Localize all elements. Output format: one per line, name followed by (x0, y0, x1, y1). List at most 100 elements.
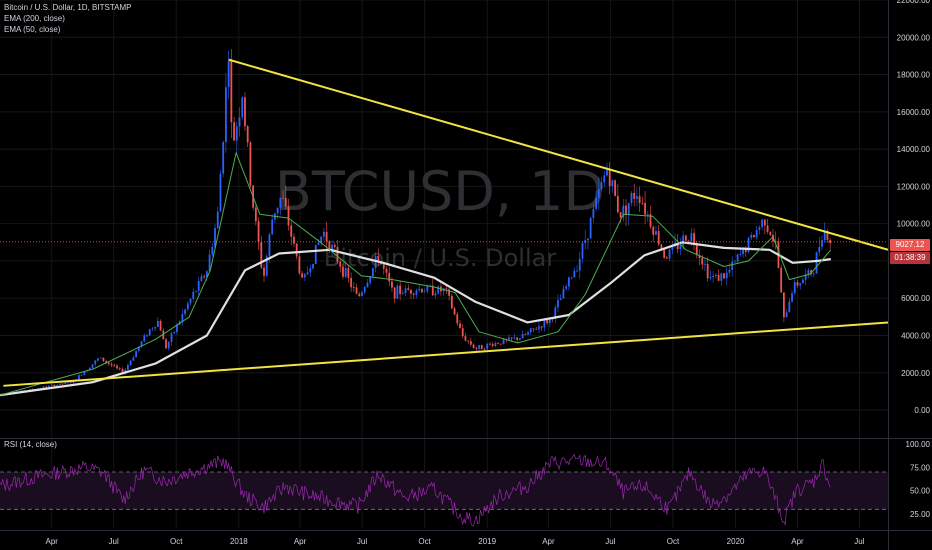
candle-body (290, 225, 293, 237)
candle-body (184, 309, 186, 315)
candle-body (344, 267, 347, 277)
candle-body (20, 390, 23, 392)
candle-body (203, 276, 206, 278)
watermark-name: Bitcoin / U.S. Dollar (324, 244, 557, 272)
candle-body (140, 341, 143, 347)
candle-body (608, 168, 611, 187)
candle-body (225, 87, 227, 143)
candle-body (527, 332, 529, 335)
candle-body (295, 243, 298, 257)
candle-body (200, 276, 203, 282)
candle-body (802, 279, 804, 284)
candle-body (587, 238, 589, 241)
candle-body (679, 245, 682, 250)
candle-body (499, 343, 502, 345)
candle-body (363, 287, 366, 293)
price-axis-label: 20000.00 (897, 33, 931, 42)
candle-body (91, 364, 94, 368)
ema200-line (0, 241, 831, 397)
candle-body (146, 335, 148, 337)
candle-body (42, 386, 45, 389)
candle-body (265, 256, 268, 276)
ema200-legend[interactable]: EMA (200, close) (4, 14, 65, 23)
candle-body (510, 337, 513, 339)
price-axis-label: 18000.00 (897, 71, 931, 80)
candle-body (67, 382, 69, 384)
candle-body (698, 255, 701, 258)
candle-body (829, 239, 832, 244)
candle-body (50, 384, 53, 386)
symbol-legend[interactable]: Bitcoin / U.S. Dollar, 1D, BITSTAMP (4, 3, 132, 12)
candle-body (546, 320, 548, 324)
price-axis-label: 14000.00 (897, 145, 931, 154)
candle-body (271, 219, 274, 235)
candle-body (412, 293, 415, 295)
candle-body (257, 221, 260, 243)
time-axis-label: Jul (605, 537, 615, 546)
candle-body (755, 230, 758, 238)
candle-body (314, 244, 317, 264)
candle-body (105, 361, 108, 363)
candle-body (611, 180, 614, 187)
candle-body (483, 349, 486, 350)
candle-body (753, 234, 755, 238)
candle-body (366, 282, 369, 288)
candle-body (176, 324, 178, 332)
candle-body (369, 276, 372, 283)
candle-body (750, 234, 753, 238)
candle-body (173, 331, 176, 334)
candle-body (704, 263, 706, 265)
candle-body (810, 270, 813, 275)
candle-body (652, 226, 655, 235)
candle-body (788, 301, 791, 313)
candle-body (80, 374, 83, 376)
candle-body (233, 122, 235, 141)
candle-body (361, 292, 363, 297)
candle-body (437, 286, 440, 294)
candle-body (137, 346, 140, 352)
candle-body (347, 267, 350, 278)
candle-body (538, 326, 540, 330)
candle-body (554, 307, 557, 320)
candle-body (714, 274, 717, 276)
candle-body (214, 228, 216, 247)
candle-body (548, 318, 551, 324)
ema50-legend[interactable]: EMA (50, close) (4, 25, 61, 34)
candle-body (682, 235, 685, 246)
price-axis-label: 6000.00 (901, 294, 930, 303)
candle-body (625, 205, 627, 215)
candle-body (736, 254, 739, 262)
candle-body (785, 312, 788, 318)
time-axis-label: Jul (109, 537, 119, 546)
candle-body (431, 285, 434, 296)
price-axis-label: 16000.00 (897, 108, 931, 117)
candle-body (529, 328, 532, 333)
candle-body (355, 287, 358, 294)
candle-body (328, 241, 331, 251)
candle-body (45, 386, 48, 388)
candle-body (393, 287, 396, 299)
time-axis-label: 2018 (230, 537, 248, 546)
rsi-legend[interactable]: RSI (14, close) (4, 440, 57, 449)
candle-body (325, 231, 328, 242)
candle-body (641, 202, 644, 204)
candle-body (638, 196, 641, 203)
candle-body (448, 289, 451, 296)
candle-body (388, 272, 391, 282)
candle-body (464, 336, 467, 341)
candle-body (818, 246, 821, 253)
candle-body (459, 323, 461, 329)
candle-body (382, 264, 385, 269)
trendline[interactable] (3, 321, 889, 387)
candle-body (48, 385, 50, 388)
candle-body (739, 253, 742, 255)
candle-body (475, 347, 478, 349)
candle-body (622, 205, 625, 218)
candle-body (189, 298, 192, 304)
candle-body (600, 182, 603, 190)
candle-body (336, 246, 339, 262)
trendline[interactable] (228, 58, 889, 251)
candle-body (606, 168, 608, 176)
